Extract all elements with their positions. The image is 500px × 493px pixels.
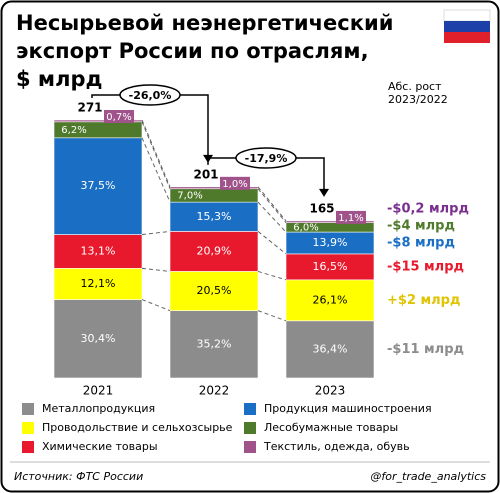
growth-label: -$11 млрд [387, 342, 464, 357]
label-box [336, 210, 366, 224]
value-label: 15,3% [197, 210, 232, 223]
bar-segment [169, 310, 259, 379]
legend-swatch [22, 403, 34, 415]
value-label: 7,0% [177, 190, 202, 201]
bar-segment [53, 268, 143, 300]
legend-swatch [22, 441, 34, 453]
bar-segment [285, 220, 375, 223]
bar-segment [169, 271, 259, 311]
value-label: 30,4% [81, 332, 116, 345]
value-label: 16,5% [313, 260, 348, 273]
legend-label: Лесобумажные товары [264, 421, 398, 434]
growth-label: -$4 млрд [387, 218, 455, 233]
bar-segment [53, 137, 143, 235]
value-label: 37,5% [81, 179, 116, 192]
flag [443, 9, 491, 43]
connector [141, 137, 171, 203]
growth-label: -$8 млрд [387, 235, 455, 250]
value-label: 26,1% [313, 293, 348, 306]
value-label: 20,5% [197, 284, 232, 297]
legend-swatch [244, 422, 256, 434]
value-label: 6,2% [61, 125, 86, 136]
label-box [220, 176, 250, 190]
growth-title: Абс. рост [388, 80, 442, 93]
connector [141, 119, 171, 188]
source: Источник: ФТС России [14, 470, 143, 483]
growth-label: +$2 млрд [387, 293, 460, 308]
connector [141, 267, 171, 272]
growth-title: 2023/2022 [388, 93, 448, 106]
change-label: -26,0% [129, 89, 172, 102]
credit: @for_trade_analytics [370, 470, 486, 483]
legend-label: Металлопродукция [42, 402, 155, 415]
value-label: 1,1% [338, 213, 363, 224]
connector [141, 121, 171, 189]
value-label: 35,2% [197, 337, 232, 350]
legend-swatch [244, 403, 256, 415]
connector [257, 231, 287, 255]
x-tick-label: 2023 [315, 384, 346, 398]
title: Несырьевой неэнергетический [16, 11, 393, 35]
title: $ млрд [16, 67, 102, 91]
value-label: 12,1% [81, 277, 116, 290]
connector [141, 299, 171, 312]
legend-label: Химические товары [42, 440, 158, 453]
title: экспорт России по отраслям, [16, 39, 369, 63]
legend-label: Проводольствие и сельхозсырье [42, 421, 233, 434]
bar-segment [285, 253, 375, 281]
total-label: 165 [309, 201, 334, 215]
value-label: 13,9% [313, 236, 348, 249]
value-label: 0,7% [106, 112, 131, 123]
change-badge [235, 147, 297, 169]
growth-label: -$15 млрд [387, 259, 464, 274]
value-label: 6,0% [293, 222, 318, 233]
x-tick-label: 2021 [83, 384, 114, 398]
bar-segment [169, 201, 259, 232]
bar-segment [53, 234, 143, 269]
connector [257, 188, 287, 223]
value-label: 13,1% [81, 244, 116, 257]
bar-segment [53, 299, 143, 379]
bar-segment [285, 279, 375, 322]
bar-segment [169, 231, 259, 272]
change-label: -17,9% [245, 152, 288, 165]
connector [141, 230, 171, 236]
x-tick-label: 2022 [199, 384, 230, 398]
growth-label: -$0,2 млрд [387, 201, 469, 216]
legend-swatch [244, 441, 256, 453]
value-label: 20,9% [197, 244, 232, 257]
bar-segment [285, 320, 375, 379]
total-label: 271 [77, 101, 102, 115]
change-badge [119, 84, 181, 106]
connector [257, 186, 287, 222]
legend-label: Текстиль, одежда, обувь [263, 440, 410, 453]
legend-label: Продукция машиностроения [264, 402, 432, 415]
arrow-head [319, 188, 329, 197]
connector [257, 310, 287, 322]
total-label: 201 [193, 167, 218, 181]
value-label: 1,0% [222, 179, 247, 190]
legend-swatch [22, 422, 34, 434]
label-box [104, 110, 134, 123]
connector [257, 270, 287, 281]
value-label: 36,4% [313, 342, 348, 355]
